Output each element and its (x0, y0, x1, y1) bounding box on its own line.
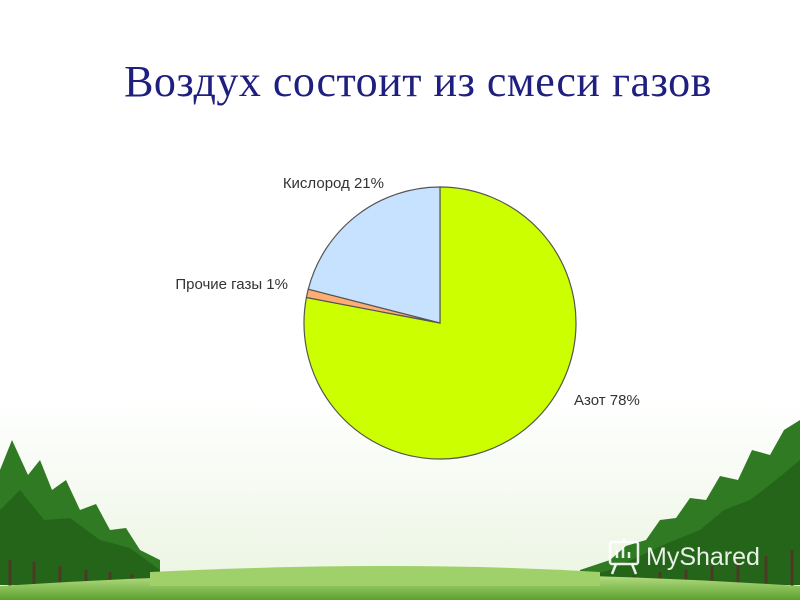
watermark-text: MyShared (646, 543, 760, 571)
pie-slice-3 (307, 186, 441, 324)
slide-title: Воздух состоит из смеси газов (124, 57, 712, 106)
pie-chart: Азот 78% Прочие газы 1% Кислород 21% (175, 175, 640, 460)
watermark: MyShared (608, 538, 760, 575)
slice-label-3: Кислород 21% (283, 175, 384, 192)
pie-chart-container: Азот 78% Прочие газы 1% Кислород 21% (0, 140, 800, 480)
right-trees (580, 420, 800, 585)
slice-label-1: Азот 78% (574, 392, 640, 409)
slice-label-2: Прочие газы 1% (175, 276, 288, 293)
presentation-board-icon (608, 538, 640, 575)
left-trees (0, 440, 160, 585)
